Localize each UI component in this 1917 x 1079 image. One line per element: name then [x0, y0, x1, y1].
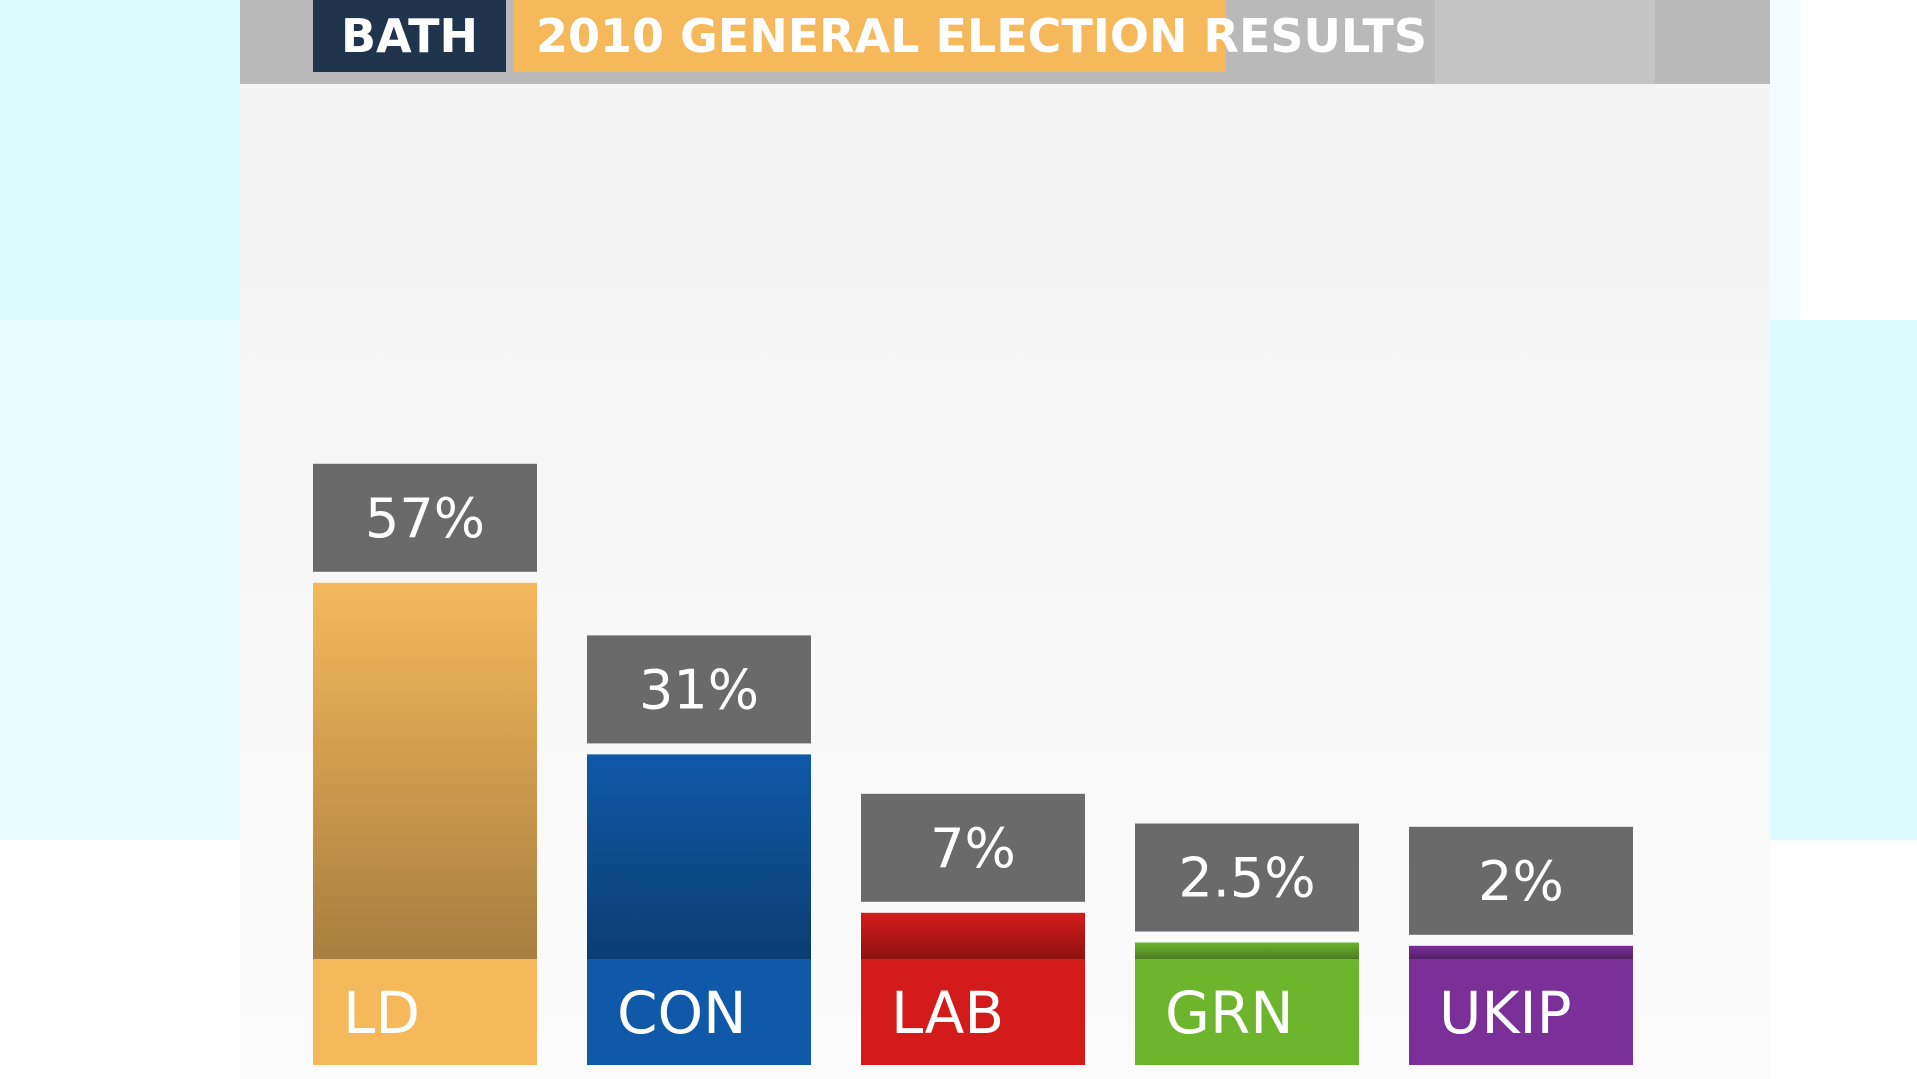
value-label: 57% — [365, 487, 485, 550]
value-label-box — [1135, 823, 1359, 932]
background-block — [1770, 320, 1917, 840]
constituency-title: BATH — [313, 0, 506, 72]
background-block — [0, 320, 240, 840]
category-strip-con — [587, 959, 811, 1065]
chart-panel: BATH 2010 GENERAL ELECTION RESULTS LD 57%… — [240, 0, 1770, 1079]
category-label: LAB — [891, 979, 1004, 1047]
background-block — [1770, 0, 1800, 320]
value-label-box — [313, 463, 537, 572]
background-block — [0, 0, 240, 320]
header-shade — [1435, 0, 1655, 84]
value-label-box — [1409, 826, 1633, 935]
value-label: 31% — [639, 658, 759, 721]
category-strip-ukip — [1409, 959, 1633, 1065]
bar-con — [587, 754, 811, 959]
category-label: CON — [617, 979, 747, 1047]
category-label: GRN — [1165, 979, 1294, 1047]
value-label-box — [587, 635, 811, 744]
category-label: UKIP — [1439, 979, 1572, 1047]
category-strip-grn — [1135, 959, 1359, 1065]
bar-lab — [861, 912, 1085, 959]
category-strip-lab — [861, 959, 1085, 1065]
bar-chart: LD 57% CON 31% LAB 7% GRN 2.5% UKIP 2% — [313, 463, 1633, 1065]
category-label: LD — [343, 979, 420, 1047]
bar-ld — [313, 582, 537, 959]
value-label: 2.5% — [1178, 847, 1315, 910]
bar-grn — [1135, 942, 1359, 959]
value-label: 7% — [930, 817, 1016, 880]
value-label: 2% — [1478, 850, 1564, 913]
bar-ukip — [1409, 945, 1633, 959]
value-label-box — [861, 793, 1085, 902]
category-strip-ld — [313, 959, 537, 1065]
